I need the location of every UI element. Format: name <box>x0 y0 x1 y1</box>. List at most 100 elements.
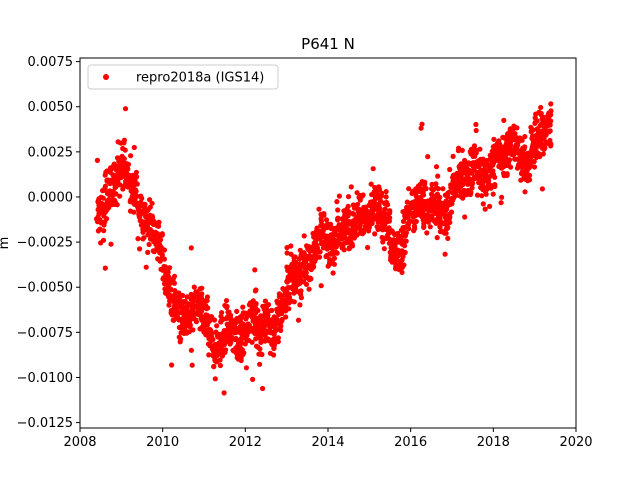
legend: repro2018a (IGS14) <box>87 64 279 90</box>
data-point <box>94 157 100 163</box>
data-point <box>531 164 538 170</box>
data-point <box>445 194 451 200</box>
data-point <box>278 327 284 333</box>
data-point <box>177 296 183 302</box>
data-point <box>120 186 126 192</box>
data-point <box>428 213 435 219</box>
data-point <box>487 203 493 209</box>
data-point <box>372 231 378 237</box>
data-point <box>442 251 448 257</box>
data-point <box>108 197 114 203</box>
data-point <box>435 173 441 179</box>
data-point <box>297 268 303 274</box>
data-point <box>362 226 368 232</box>
data-point <box>102 209 108 215</box>
data-point <box>286 306 292 312</box>
data-point <box>235 329 241 335</box>
data-point <box>238 357 244 364</box>
y-tick-label: 0.0050 <box>28 100 74 115</box>
data-point <box>160 265 166 271</box>
data-point <box>482 206 488 212</box>
data-point <box>334 238 340 244</box>
data-point <box>161 256 167 262</box>
data-point <box>131 193 137 200</box>
data-point <box>292 284 298 290</box>
data-point <box>240 351 246 357</box>
data-point <box>401 262 407 268</box>
data-point <box>115 139 121 145</box>
data-point <box>182 327 188 333</box>
data-point <box>462 157 468 164</box>
data-point <box>512 136 518 142</box>
data-point <box>346 209 352 215</box>
data-point <box>545 140 551 146</box>
data-point <box>350 220 357 226</box>
data-point <box>255 308 261 314</box>
data-point <box>442 208 449 214</box>
data-point <box>184 294 190 300</box>
data-point <box>423 186 429 192</box>
data-point <box>187 323 193 330</box>
data-point <box>121 140 127 146</box>
data-point <box>547 128 553 134</box>
data-point <box>440 186 446 192</box>
data-point <box>503 155 509 161</box>
data-point <box>296 256 302 262</box>
data-point <box>392 231 398 238</box>
x-tick-label: 2018 <box>477 435 510 450</box>
data-point <box>167 265 173 271</box>
data-point <box>391 242 397 248</box>
data-point <box>427 224 433 230</box>
data-point <box>253 302 259 308</box>
data-point <box>376 184 382 190</box>
data-point <box>324 233 330 239</box>
data-point <box>122 147 128 153</box>
data-point <box>218 342 224 348</box>
data-point <box>527 149 534 155</box>
data-point <box>477 146 483 152</box>
data-point <box>131 182 137 188</box>
data-point <box>101 228 107 234</box>
data-point <box>413 188 419 194</box>
data-point <box>246 322 252 328</box>
data-point <box>284 279 290 285</box>
data-point <box>421 198 427 205</box>
legend-marker <box>103 74 109 80</box>
data-point <box>223 298 230 304</box>
data-point <box>180 292 186 299</box>
data-point <box>259 351 265 358</box>
data-point <box>333 244 339 250</box>
data-point <box>98 194 104 200</box>
data-point <box>159 232 165 238</box>
data-point <box>515 139 522 145</box>
data-point <box>517 135 523 141</box>
data-point <box>301 233 307 239</box>
data-point <box>459 147 465 153</box>
data-point <box>413 193 419 199</box>
data-point <box>252 267 258 273</box>
data-point <box>271 352 277 358</box>
data-point <box>345 194 352 200</box>
data-point <box>201 315 207 321</box>
data-point <box>531 158 537 165</box>
data-point <box>331 261 337 267</box>
y-tick-label: −0.0125 <box>17 416 73 431</box>
data-point <box>433 220 439 226</box>
data-point <box>117 193 123 199</box>
data-point <box>368 203 374 209</box>
data-point <box>377 206 383 212</box>
data-point <box>103 204 109 211</box>
data-point <box>470 145 476 151</box>
data-point <box>461 187 467 194</box>
data-point <box>504 139 510 145</box>
data-point <box>144 208 150 214</box>
data-point <box>142 201 148 207</box>
data-point <box>236 349 242 356</box>
data-point <box>334 250 340 256</box>
x-tick-label: 2008 <box>63 435 96 450</box>
data-point <box>399 269 405 275</box>
data-point <box>486 174 493 180</box>
data-point <box>355 201 361 207</box>
data-point <box>420 217 426 223</box>
